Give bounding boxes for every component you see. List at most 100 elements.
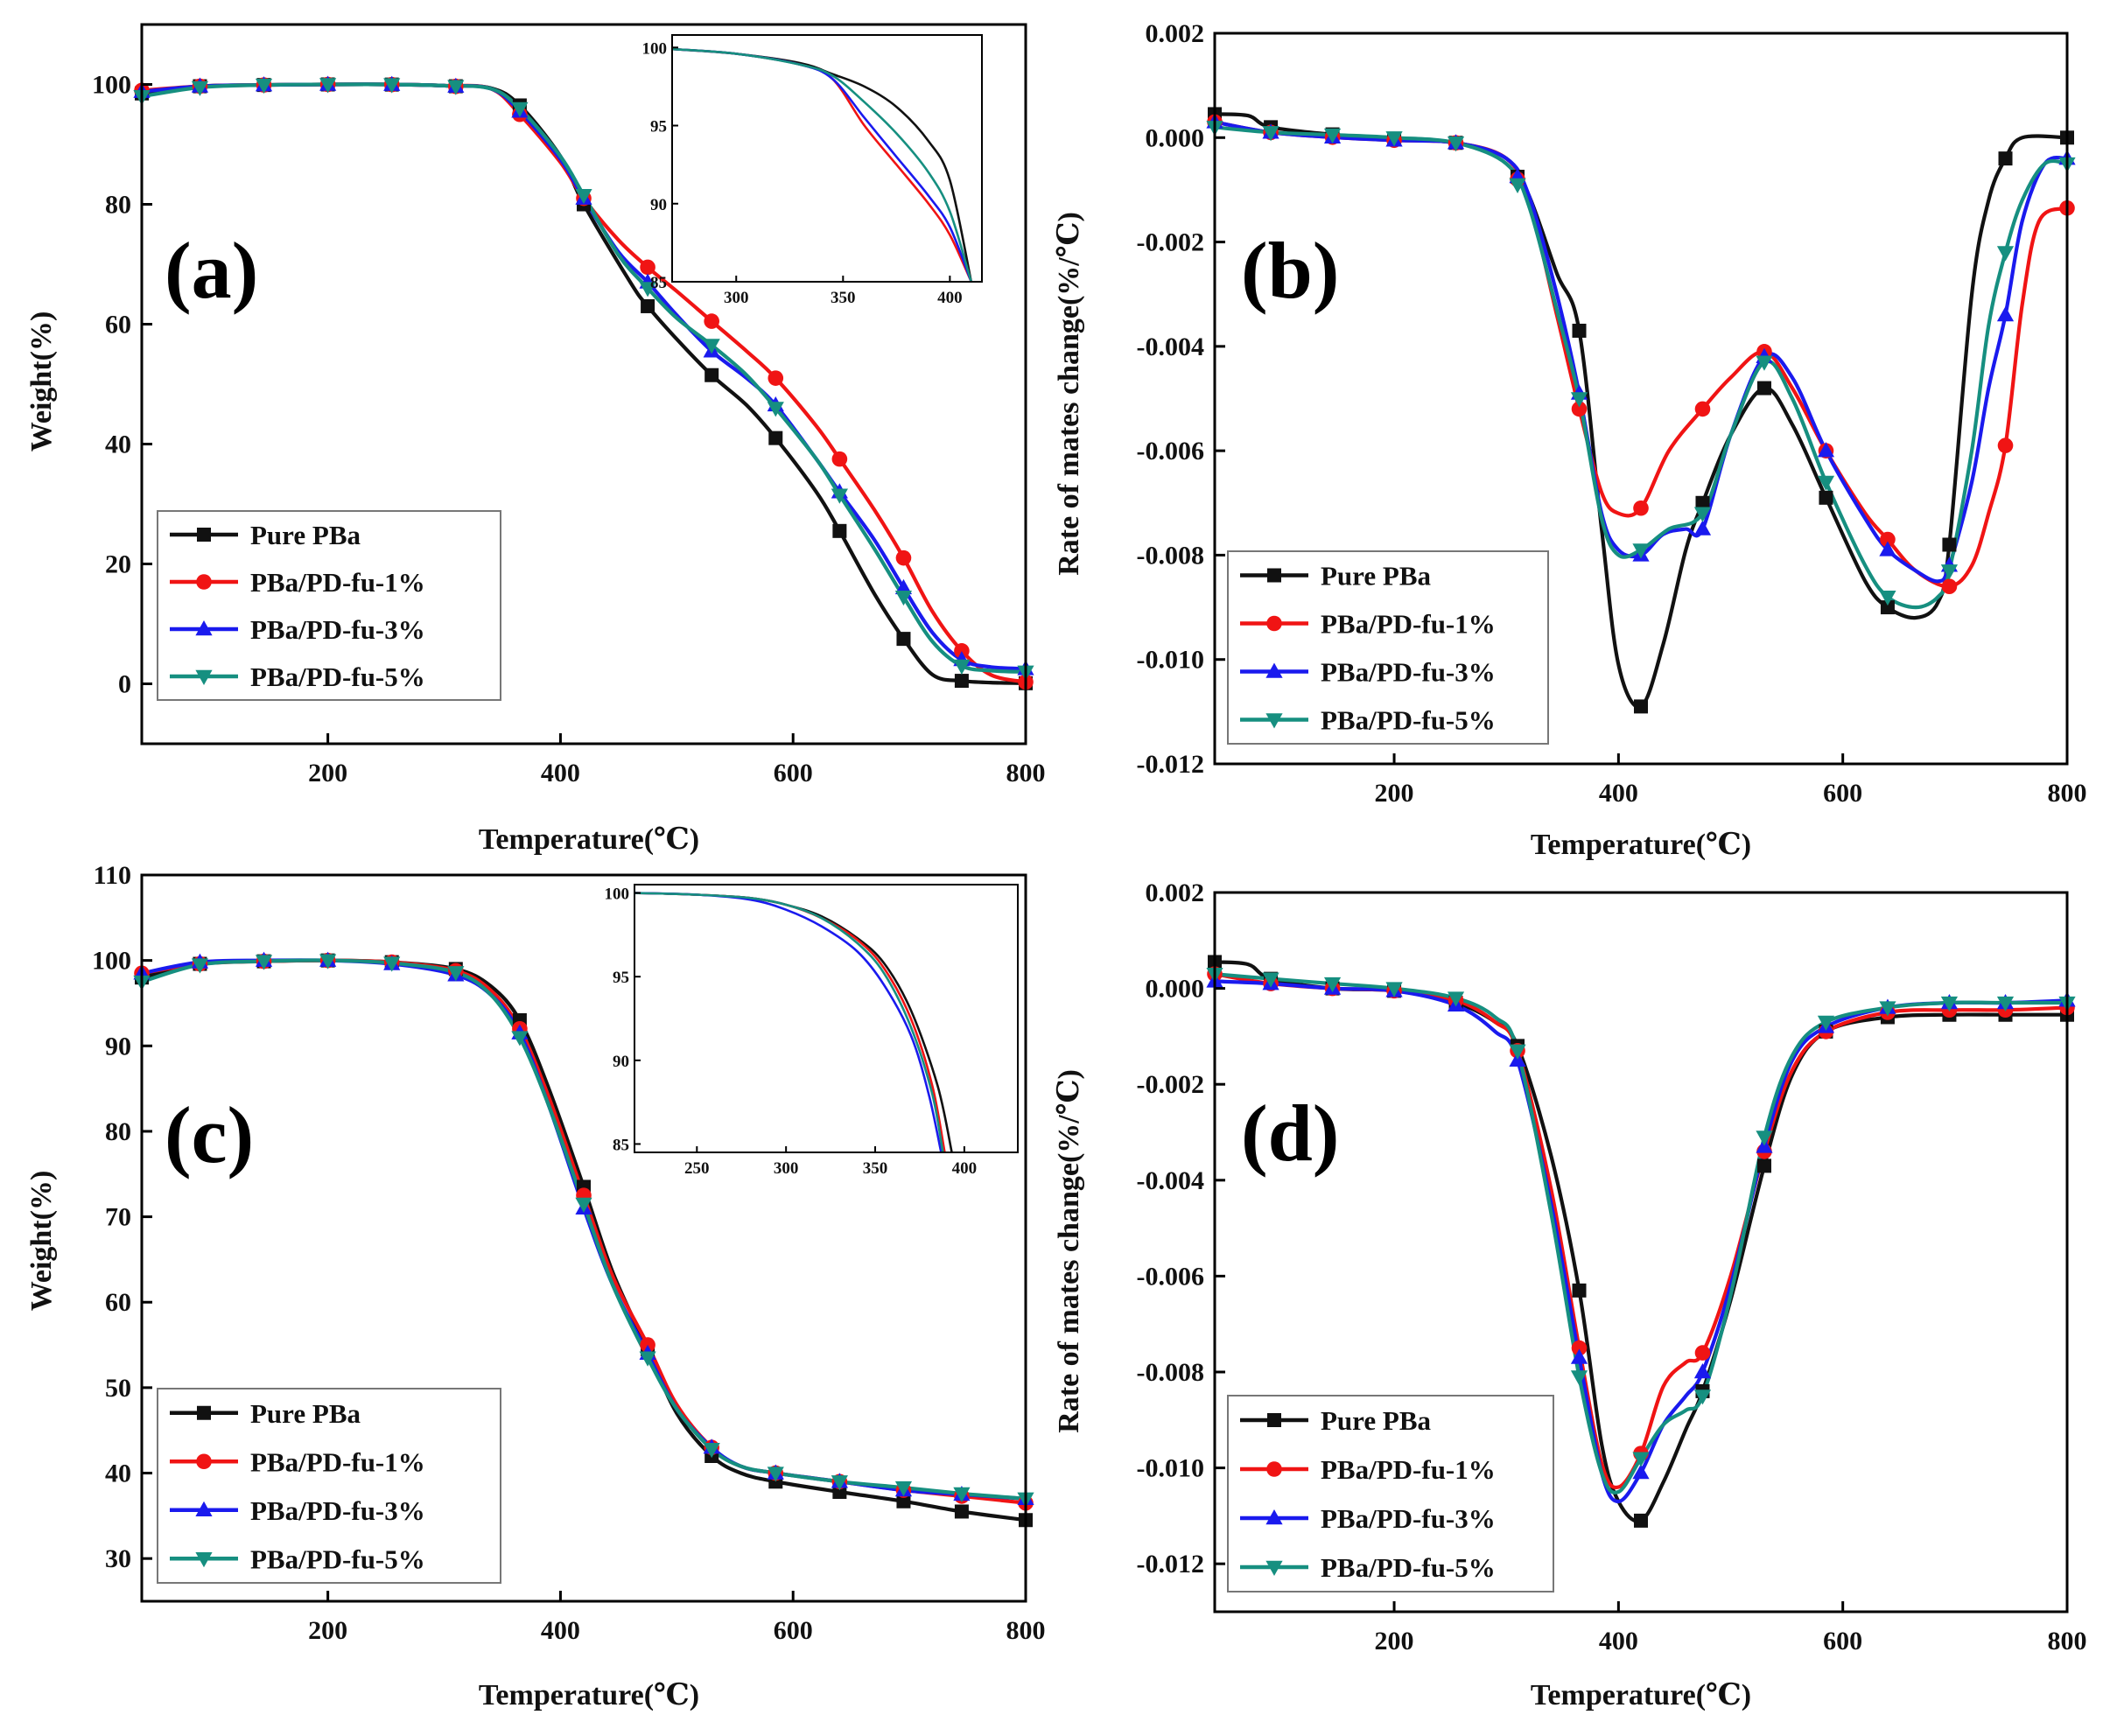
panel-b-data-point-3-1	[1262, 126, 1279, 142]
panel-b-ytick-label-4: -0.004	[1137, 332, 1205, 361]
panel-d-ytick-label-7: 0.002	[1146, 878, 1205, 907]
panel-c-xtick-label-2: 600	[774, 1616, 813, 1645]
panel-c-ytick-label-3: 60	[105, 1288, 131, 1317]
panel-d-data-point-3-5	[1509, 1044, 1526, 1060]
panel-a-series-markers-3	[133, 78, 1034, 681]
panel-a-inset-ytick-label-0: 85	[650, 274, 667, 292]
panel-a-label: (a)	[165, 226, 258, 315]
panel-b-legend-marker-3	[1265, 713, 1283, 729]
panel-c-inset-ytick-label-3: 100	[605, 886, 630, 904]
panel-d-legend-label-1: PBa/PD-fu-1%	[1321, 1454, 1496, 1485]
panel-a-inset-xtick-label-2: 400	[937, 289, 963, 307]
panel-d-data-point-2-6	[1570, 1348, 1588, 1364]
panel-c-ytick-label-5: 80	[105, 1117, 131, 1146]
panel-a-data-point-3-13	[953, 659, 971, 675]
panel-d-ytick-label-6: 0.000	[1146, 975, 1205, 1004]
panel-b-data-point-3-13	[1996, 246, 2015, 262]
panel-a-data-point-3-10	[767, 402, 784, 417]
panel-a-ytick-label-3: 60	[105, 311, 131, 340]
panel-a-data-point-0-13	[954, 674, 969, 689]
panel-d-data-point-3-8	[1693, 1390, 1712, 1405]
panel-d-data-point-3-3	[1385, 982, 1403, 998]
panel-b-xtick-label-0: 200	[1375, 779, 1414, 808]
panel-b-data-point-1-12	[1941, 578, 1958, 595]
panel-a-data-point-3-5	[447, 80, 465, 95]
panel-b-ytick-label-5: -0.002	[1137, 228, 1205, 257]
panel-b-axes-frame	[1213, 32, 2069, 766]
panel-c-legend-label-3: PBa/PD-fu-5%	[250, 1544, 425, 1574]
panel-c-data-point-3-7	[575, 1197, 592, 1213]
panel-a-xtick-label-1: 400	[541, 759, 580, 788]
panel-b-legend-label-3: PBa/PD-fu-5%	[1321, 705, 1496, 736]
panel-d-data-point-3-4	[1447, 991, 1465, 1007]
panel-c-data-point-3-6	[511, 1031, 529, 1046]
panel-a-data-point-1-12	[895, 550, 912, 566]
panel-d-xlabel: Temperature(℃)	[1531, 1679, 1751, 1712]
panel-b: Pure PBa PBa/PD-fu-1% PBa/PD-fu-3% PBa/PD-f…	[1053, 19, 2087, 861]
panel-c-inset-xtick-label-0: 250	[684, 1159, 710, 1178]
panel-b-data-point-3-8	[1693, 507, 1712, 522]
panel-b-data-point-3-4	[1447, 136, 1465, 152]
panel-a-ylabel: Weight(%)	[25, 312, 58, 452]
panel-d-data-point-0-7	[1634, 1513, 1648, 1528]
panel-c-data-point-0-12	[896, 1494, 911, 1508]
panel-c-data-point-3-10	[767, 1466, 784, 1482]
panel-d-data-point-2-7	[1632, 1464, 1650, 1480]
panel-c-inset-background	[634, 885, 1018, 1152]
panel-c-data-point-0-13	[954, 1504, 969, 1519]
panel-b-data-point-3-3	[1385, 131, 1403, 147]
panel-b-ytick-label-7: 0.002	[1146, 19, 1205, 48]
panel-d-data-point-0-6	[1572, 1283, 1587, 1298]
panel-c-data-point-3-2	[255, 955, 273, 970]
panel-a-data-point-3-8	[639, 282, 656, 298]
panel-a-legend-marker-3	[195, 669, 213, 685]
panel-b-legend-marker-1	[1266, 615, 1282, 632]
panel-d: Pure PBa PBa/PD-fu-1% PBa/PD-fu-3% PBa/PD-f…	[1053, 878, 2087, 1712]
panel-a-data-point-3-12	[894, 590, 913, 606]
panel-b-data-point-0-11	[1880, 600, 1895, 615]
panel-c-inset-ytick-label-2: 95	[613, 969, 629, 987]
panel-d-data-point-3-9	[1756, 1130, 1773, 1146]
panel-c-inset-series-line-3	[634, 892, 944, 1152]
panel-d-legend-box	[1227, 1395, 1554, 1592]
panel-b-data-point-1-7	[1633, 500, 1649, 516]
panel-a-legend-marker-1	[196, 574, 212, 590]
panel-a-axes-frame	[140, 23, 1027, 746]
panel-c-xtick-label-0: 200	[308, 1616, 347, 1645]
panel-a-legend-marker-2	[195, 620, 213, 636]
panel-a-data-point-1-9	[704, 313, 719, 329]
panel-a-data-point-3-3	[319, 78, 337, 94]
panel-a-data-point-0-9	[705, 368, 719, 382]
panel-c-legend-box	[157, 1388, 501, 1584]
panel-d-data-point-3-12	[1940, 996, 1959, 1012]
panel-c-label: (c)	[165, 1090, 254, 1180]
panel-c-ytick-label-8: 110	[94, 861, 131, 890]
panel-d-data-point-3-7	[1632, 1452, 1650, 1467]
panel-b-xtick-label-3: 800	[2048, 779, 2087, 808]
panel-d-data-point-3-1	[1262, 972, 1279, 988]
panel-a-xtick-label-2: 600	[774, 759, 813, 788]
panel-b-legend-box	[1227, 550, 1549, 745]
panel-b-data-point-3-6	[1570, 392, 1588, 408]
panel-a-xtick-label-0: 200	[308, 759, 347, 788]
panel-b-ytick-label-2: -0.008	[1137, 541, 1205, 570]
panel-c-legend-marker-2	[195, 1501, 213, 1516]
panel-b-legend-marker-2	[1265, 662, 1283, 678]
panel-d-legend-marker-1	[1266, 1461, 1282, 1477]
panel-a-data-point-0-11	[832, 523, 847, 538]
panel-a-data-point-0-10	[768, 430, 783, 445]
panel-b-data-point-3-5	[1509, 178, 1526, 193]
panel-a-data-point-0-8	[641, 298, 655, 313]
panel-a-ytick-label-5: 100	[92, 71, 131, 100]
panel-d-ytick-label-2: -0.008	[1137, 1358, 1205, 1387]
panel-c-legend: Pure PBa PBa/PD-fu-1% PBa/PD-fu-3% PBa/PD-f…	[157, 1388, 501, 1584]
panel-b-data-point-3-10	[1817, 475, 1835, 491]
panel-b-xlabel: Temperature(℃)	[1531, 829, 1751, 861]
panel-b-legend-label-1: PBa/PD-fu-1%	[1321, 609, 1496, 640]
panel-d-data-point-3-6	[1570, 1370, 1588, 1386]
panel-b-data-point-3-11	[1879, 590, 1896, 606]
panel-c-data-point-3-4	[383, 956, 401, 972]
panel-b-series-line-3	[1215, 125, 2067, 610]
